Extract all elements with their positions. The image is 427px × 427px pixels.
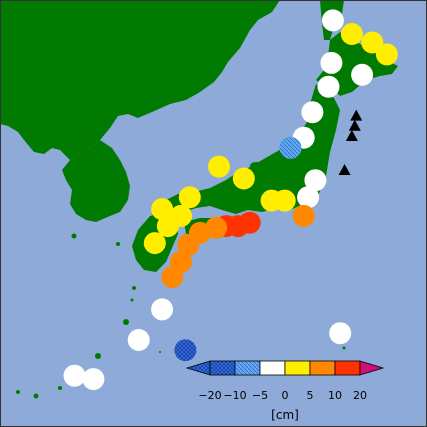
- event-triangle: [350, 109, 363, 121]
- station-marker: [351, 63, 374, 86]
- station-marker: [297, 186, 320, 209]
- station-marker: [63, 364, 86, 387]
- station-marker: [156, 215, 179, 238]
- legend-bin-zero: [284, 360, 311, 376]
- island-dot: [159, 351, 161, 353]
- event-triangle: [345, 130, 358, 141]
- station-marker: [279, 136, 302, 159]
- legend-arrow-high: [359, 360, 385, 376]
- event-markers: [338, 109, 363, 175]
- station-markers: [63, 9, 398, 391]
- mainland-landmass: [0, 0, 280, 160]
- station-marker: [161, 266, 184, 289]
- island-dot: [58, 386, 62, 390]
- station-marker: [292, 204, 315, 227]
- station-marker: [208, 155, 230, 178]
- station-marker: [321, 9, 344, 32]
- island-dot: [95, 353, 101, 359]
- legend-tick: −5: [252, 389, 268, 402]
- station-marker: [151, 298, 174, 321]
- station-marker: [304, 169, 327, 192]
- legend-bin-minus10: [234, 360, 261, 376]
- legend-tick: −10: [223, 389, 246, 402]
- legend-tick: −20: [198, 389, 221, 402]
- legend-tick: 5: [307, 389, 314, 402]
- station-marker: [177, 233, 200, 256]
- station-marker: [82, 368, 105, 391]
- station-marker: [151, 198, 174, 221]
- station-marker: [127, 329, 150, 351]
- station-marker: [361, 31, 384, 54]
- legend-unit: [cm]: [271, 408, 299, 422]
- legend-bin-minus5: [259, 360, 286, 376]
- legend-tick: 20: [353, 389, 367, 402]
- event-triangle: [338, 164, 351, 175]
- station-marker: [273, 189, 296, 212]
- legend-bin-plus5: [309, 360, 336, 376]
- honshu-island: [160, 84, 340, 214]
- island-dot: [132, 286, 136, 290]
- station-marker: [232, 167, 255, 190]
- island-dot: [116, 242, 120, 246]
- island-dot: [16, 390, 20, 394]
- legend-colorbar: −20 −10 −5 0 5 10 20 [cm]: [185, 360, 385, 422]
- legend-tick: 0: [282, 389, 289, 402]
- island-dot: [342, 346, 346, 350]
- island-dot: [71, 233, 77, 239]
- island-dot: [130, 298, 134, 302]
- legend-tick: 10: [328, 389, 342, 402]
- sado-island: [250, 162, 262, 170]
- station-marker: [375, 43, 398, 66]
- korean-peninsula: [62, 140, 130, 222]
- legend-bin-minus20: [209, 360, 236, 376]
- station-marker: [340, 23, 363, 45]
- station-marker: [178, 186, 201, 209]
- station-marker: [329, 322, 352, 345]
- legend-bin-plus10: [334, 360, 361, 376]
- station-marker: [143, 232, 166, 255]
- station-marker: [317, 75, 340, 98]
- station-marker: [301, 101, 324, 124]
- event-triangle: [348, 119, 361, 131]
- island-dot: [123, 319, 129, 325]
- station-marker: [174, 339, 197, 362]
- station-marker: [320, 51, 343, 74]
- island-dot: [33, 393, 39, 399]
